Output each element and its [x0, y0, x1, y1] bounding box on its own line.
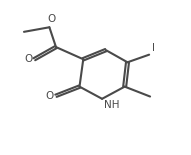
Text: O: O	[45, 91, 53, 101]
Text: O: O	[24, 54, 32, 64]
Text: NH: NH	[104, 100, 119, 110]
Text: I: I	[152, 43, 155, 53]
Text: O: O	[47, 14, 55, 24]
